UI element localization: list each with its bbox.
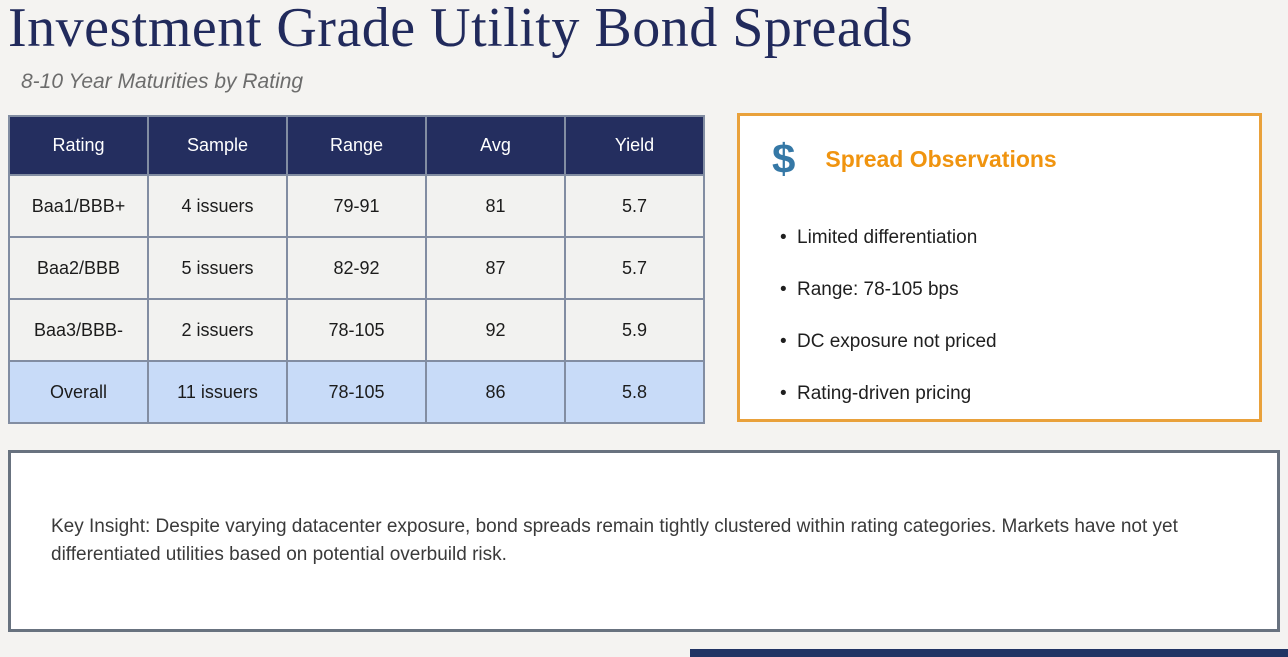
list-item: Range: 78-105 bps bbox=[780, 264, 997, 316]
cell-sample: 2 issuers bbox=[147, 298, 288, 362]
cell-range: 82-92 bbox=[286, 236, 427, 300]
cell-rating: Baa3/BBB- bbox=[8, 298, 149, 362]
observations-title: Spread Observations bbox=[825, 145, 1057, 172]
cell-yield: 5.7 bbox=[564, 236, 705, 300]
cell-yield: 5.9 bbox=[564, 298, 705, 362]
cell-avg: 81 bbox=[425, 174, 566, 238]
column-header-avg: Avg bbox=[425, 115, 566, 176]
key-insight-text: Key Insight: Despite varying datacenter … bbox=[51, 516, 1178, 565]
cell-range: 79-91 bbox=[286, 174, 427, 238]
column-header-range: Range bbox=[286, 115, 427, 176]
cell-sample: 11 issuers bbox=[147, 360, 288, 424]
cell-range: 78-105 bbox=[286, 360, 427, 424]
bottom-accent-bar bbox=[690, 649, 1288, 657]
cell-range: 78-105 bbox=[286, 298, 427, 362]
key-insight-box: Key Insight: Despite varying datacenter … bbox=[8, 450, 1280, 632]
column-header-rating: Rating bbox=[8, 115, 149, 176]
table-row: Baa2/BBB 5 issuers 82-92 87 5.7 bbox=[8, 236, 705, 300]
cell-rating: Baa2/BBB bbox=[8, 236, 149, 300]
table-row: Baa3/BBB- 2 issuers 78-105 92 5.9 bbox=[8, 298, 705, 362]
observations-header: $ Spread Observations bbox=[772, 138, 1057, 180]
cell-yield: 5.8 bbox=[564, 360, 705, 424]
bond-spread-table: Rating Sample Range Avg Yield Baa1/BBB+ … bbox=[8, 115, 705, 424]
cell-rating: Baa1/BBB+ bbox=[8, 174, 149, 238]
column-header-yield: Yield bbox=[564, 115, 705, 176]
page-title: Investment Grade Utility Bond Spreads bbox=[8, 0, 914, 59]
cell-sample: 4 issuers bbox=[147, 174, 288, 238]
table-header-row: Rating Sample Range Avg Yield bbox=[8, 115, 705, 176]
observations-list: Limited differentiation Range: 78-105 bp… bbox=[780, 212, 997, 420]
cell-avg: 92 bbox=[425, 298, 566, 362]
cell-rating: Overall bbox=[8, 360, 149, 424]
cell-avg: 87 bbox=[425, 236, 566, 300]
list-item: Limited differentiation bbox=[780, 212, 997, 264]
cell-yield: 5.7 bbox=[564, 174, 705, 238]
list-item: DC exposure not priced bbox=[780, 316, 997, 368]
table-row: Baa1/BBB+ 4 issuers 79-91 81 5.7 bbox=[8, 174, 705, 238]
spread-observations-card: $ Spread Observations Limited differenti… bbox=[737, 113, 1262, 422]
cell-sample: 5 issuers bbox=[147, 236, 288, 300]
table-row-overall: Overall 11 issuers 78-105 86 5.8 bbox=[8, 360, 705, 424]
page-subtitle: 8-10 Year Maturities by Rating bbox=[21, 70, 304, 93]
cell-avg: 86 bbox=[425, 360, 566, 424]
list-item: Rating-driven pricing bbox=[780, 368, 997, 420]
column-header-sample: Sample bbox=[147, 115, 288, 176]
dollar-icon: $ bbox=[772, 135, 796, 182]
